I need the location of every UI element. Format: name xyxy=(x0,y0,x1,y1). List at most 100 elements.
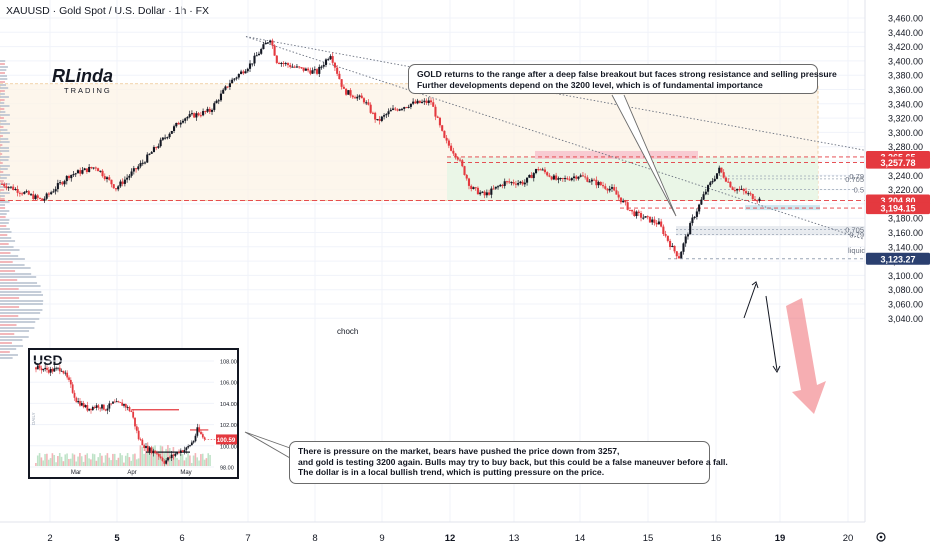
time-tick-label: 13 xyxy=(509,533,520,544)
candle-up xyxy=(651,219,654,223)
candle-up xyxy=(327,59,330,61)
candle-up xyxy=(691,217,694,224)
price-tick-label: 3,320.00 xyxy=(888,114,923,124)
inset-volume-bar xyxy=(176,458,178,466)
candle-up xyxy=(168,133,171,138)
candle-down xyxy=(653,219,656,223)
candle-up xyxy=(175,122,178,127)
inset-candle-down xyxy=(69,379,72,385)
inset-month-label: Mar xyxy=(71,470,81,476)
candle-down xyxy=(16,189,19,193)
volume-profile-bar xyxy=(0,309,43,311)
candle-up xyxy=(365,102,368,104)
candle-down xyxy=(432,102,435,107)
volume-profile-bar xyxy=(0,153,3,155)
volume-profile-bar xyxy=(0,102,5,104)
volume-profile-bar xyxy=(0,144,3,146)
candle-down xyxy=(744,191,748,194)
volume-profile-bar xyxy=(0,249,20,251)
fib-upper-label: 0.705 xyxy=(845,175,864,184)
price-tick-label: 3,460.00 xyxy=(888,14,923,24)
candle-up xyxy=(588,181,591,183)
candle-up xyxy=(7,187,10,189)
candle-up xyxy=(9,186,12,188)
candle-down xyxy=(273,45,276,56)
inset-volume-bar xyxy=(86,453,89,466)
candle-up xyxy=(398,109,401,111)
inset-volume-bar xyxy=(90,459,92,466)
candle-down xyxy=(673,245,676,252)
inset-candle-up xyxy=(88,408,91,411)
inset-volume-bar xyxy=(192,455,195,466)
candle-down xyxy=(396,109,399,111)
candle-up xyxy=(564,178,567,180)
inset-candle-down xyxy=(139,439,142,440)
time-tick-label: 7 xyxy=(245,533,250,544)
candle-up xyxy=(347,90,350,95)
inset-volume-bar xyxy=(58,453,61,466)
candle-down xyxy=(367,102,370,105)
volume-profile-bar xyxy=(0,348,17,350)
price-tick-label: 3,140.00 xyxy=(888,242,923,252)
price-tick-label: 3,340.00 xyxy=(888,99,923,109)
candle-up xyxy=(490,188,493,195)
inset-candle-up xyxy=(196,427,199,436)
price-tick-label: 3,220.00 xyxy=(888,185,923,195)
candle-up xyxy=(251,63,254,65)
inset-candle-down xyxy=(82,403,85,408)
inset-candle-up xyxy=(170,454,173,459)
inset-volume-bar xyxy=(64,454,67,466)
candle-down xyxy=(12,186,15,190)
projection-down-arrowhead xyxy=(772,365,781,373)
candle-up xyxy=(693,216,696,218)
candle-up xyxy=(541,169,544,171)
inset-candle-down xyxy=(110,403,113,405)
volume-profile-bar xyxy=(0,69,7,71)
candle-down xyxy=(606,188,609,191)
inset-candle-up xyxy=(112,401,114,404)
candle-down xyxy=(441,125,444,131)
candle-down xyxy=(599,182,602,186)
candle-down xyxy=(626,202,629,210)
inset-volume-bar xyxy=(126,453,129,466)
candle-up xyxy=(280,62,283,64)
inset-candle-up xyxy=(44,367,47,370)
candle-up xyxy=(324,59,328,65)
candle-down xyxy=(568,179,571,181)
candle-up xyxy=(385,114,388,116)
candle-up xyxy=(391,108,395,110)
volume-profile-bar xyxy=(0,117,4,119)
logo-text: RLinda xyxy=(52,66,113,86)
inset-candle-up xyxy=(167,457,169,461)
inset-volume-bar xyxy=(154,445,156,466)
candle-up xyxy=(54,189,57,192)
candle-down xyxy=(278,62,281,64)
candle-up xyxy=(523,182,526,185)
candle-up xyxy=(496,186,500,188)
volume-profile-bar xyxy=(0,300,44,302)
inset-candle-down xyxy=(156,453,158,455)
candle-up xyxy=(383,115,386,117)
bottom-annotation-line-1: There is pressure on the market, bears h… xyxy=(298,446,620,456)
candle-up xyxy=(126,177,129,180)
inset-candle-down xyxy=(178,451,180,453)
inset-candle-up xyxy=(53,368,56,372)
volume-profile-bar xyxy=(0,345,24,347)
time-tick-label: 12 xyxy=(445,533,456,544)
volume-profile-bar xyxy=(0,129,8,131)
candle-up xyxy=(758,198,761,201)
volume-profile-bar xyxy=(0,267,31,269)
candle-down xyxy=(731,187,734,190)
candle-down xyxy=(338,73,341,80)
inset-candle-down xyxy=(134,417,136,427)
candle-down xyxy=(374,112,377,120)
candle-up xyxy=(70,174,73,179)
candle-down xyxy=(521,181,524,185)
candle-up xyxy=(552,175,555,180)
candle-up xyxy=(356,96,359,99)
inset-candle-down xyxy=(46,367,48,370)
candle-up xyxy=(161,137,164,140)
candle-up xyxy=(421,101,424,103)
